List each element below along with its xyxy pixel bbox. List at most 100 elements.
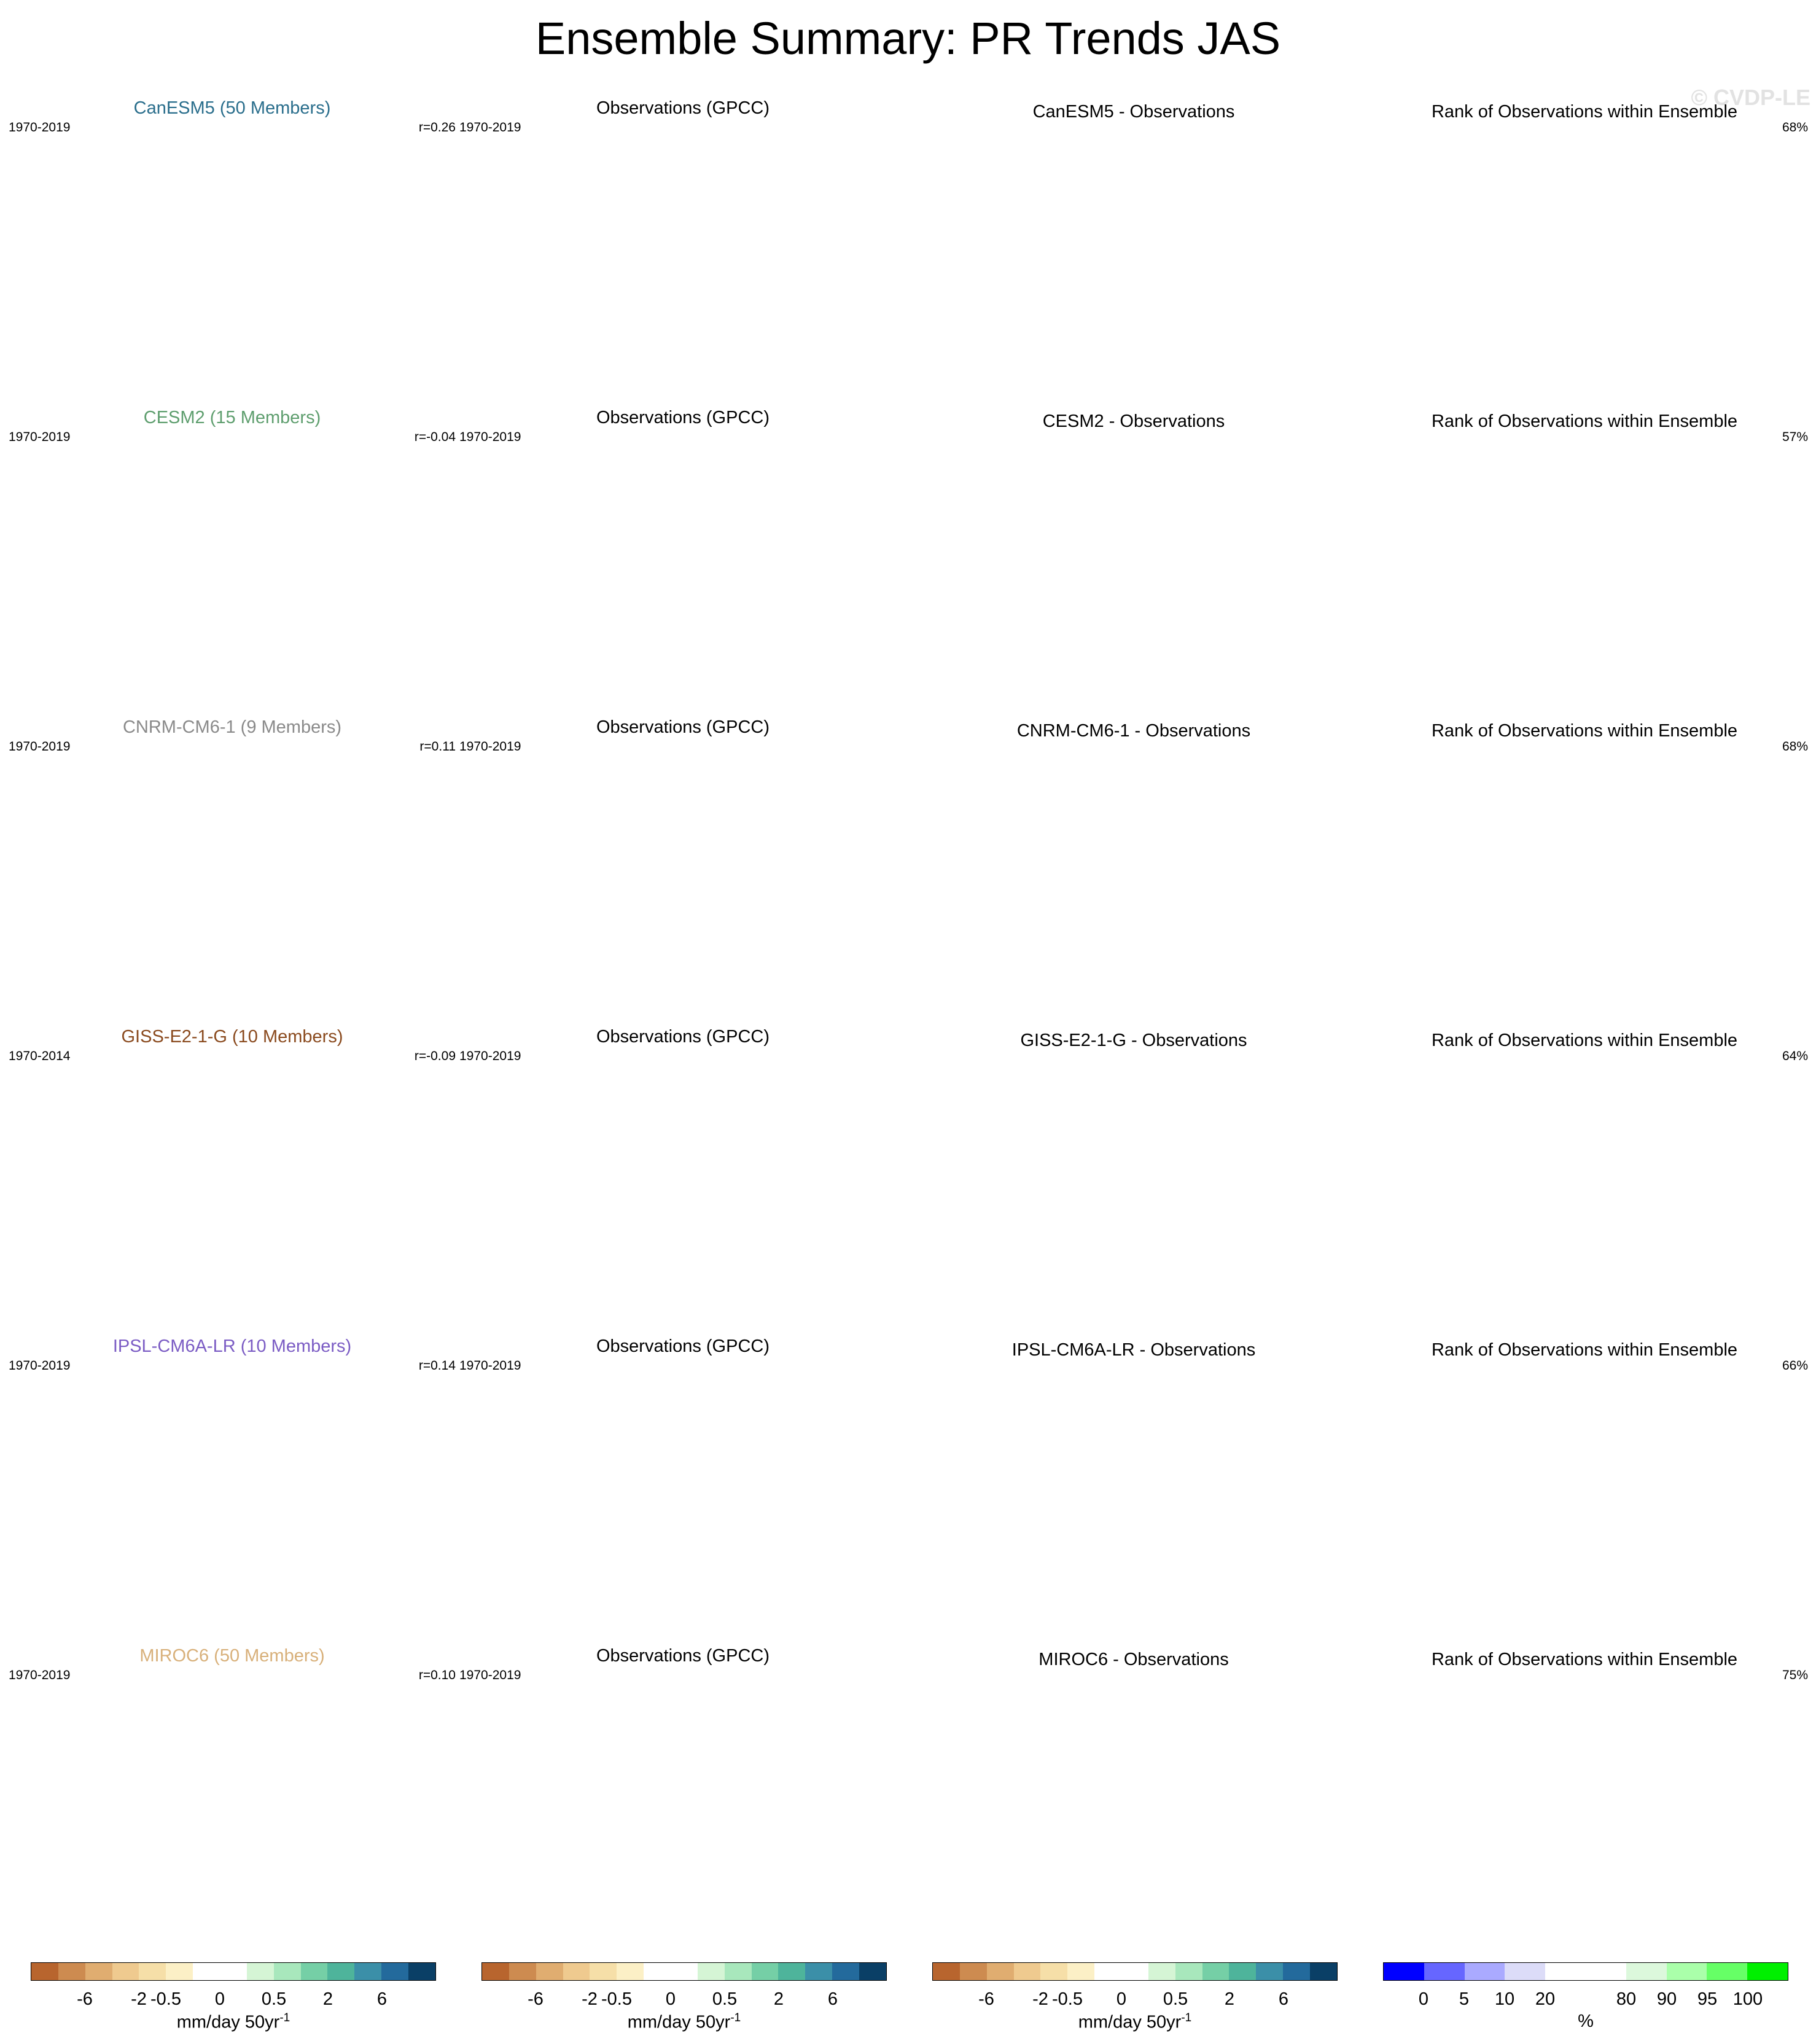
colorbar-swatch — [590, 1963, 617, 1980]
colorbar-ticks: 0 5 10 20 80 90 95 100 — [1383, 1989, 1788, 2011]
colorbar-tick-label: -6 — [528, 1989, 544, 2009]
colorbar-swatches — [1383, 1962, 1788, 1981]
colorbar-swatch — [509, 1963, 536, 1980]
colorbar-swatch — [1384, 1963, 1424, 1980]
colorbar-swatch — [805, 1963, 833, 1980]
colorbar-swatch — [1666, 1963, 1707, 1980]
colorbar-swatch — [1283, 1963, 1311, 1980]
colorbar-swatches — [481, 1962, 887, 1981]
map-panel-rank: Rank of Observations within Ensemble 57% — [1361, 407, 1808, 701]
world-map — [910, 1064, 1357, 1320]
colorbar-tick-label: 0.5 — [712, 1989, 738, 2009]
colorbar-swatch — [986, 1963, 1014, 1980]
colorbar-swatch — [859, 1963, 886, 1980]
world-map — [459, 754, 906, 1011]
colorbar-swatches — [31, 1962, 436, 1981]
colorbar-tick-label: -6 — [978, 1989, 994, 2009]
rank-percent: 57% — [1782, 430, 1808, 444]
map-panel-obs: Observations (GPCC) 1970-2019 — [459, 1026, 906, 1320]
map-panel-diff: CNRM-CM6-1 - Observations — [910, 716, 1357, 1011]
colorbar-tick-label: 5 — [1459, 1989, 1470, 2009]
period-label: 1970-2019 — [459, 1668, 521, 1682]
panel-title: Rank of Observations within Ensemble — [1431, 721, 1738, 741]
map-panel-obs: Observations (GPCC) 1970-2019 — [459, 1335, 906, 1630]
colorbar-swatch — [246, 1963, 274, 1980]
colorbar-tick-label: 0 — [665, 1989, 676, 2009]
period-label: 1970-2019 — [459, 1049, 521, 1063]
colorbar-tick-label: 0.5 — [261, 1989, 287, 2009]
period-label: 1970-2019 — [459, 430, 521, 444]
map-panel-diff: IPSL-CM6A-LR - Observations — [910, 1335, 1357, 1630]
world-map — [1361, 1683, 1808, 1940]
colorbar-tick-label: 6 — [827, 1989, 838, 2009]
colorbar-tick-label: 2 — [322, 1989, 333, 2009]
colorbar-swatch — [1202, 1963, 1230, 1980]
colorbar-swatch — [1148, 1963, 1175, 1980]
period-label: 1970-2019 — [9, 739, 71, 754]
map-panel-model: IPSL-CM6A-LR (10 Members) 1970-2019 r=0.14 — [9, 1335, 456, 1630]
world-map — [1361, 1373, 1808, 1630]
period-label: 1970-2019 — [9, 430, 71, 444]
colorbar-units-exponent: -1 — [279, 2011, 290, 2024]
map-panel-diff: CanESM5 - Observations — [910, 97, 1357, 392]
panel-title: IPSL-CM6A-LR - Observations — [1011, 1340, 1256, 1360]
colorbar-swatch — [724, 1963, 752, 1980]
world-map — [9, 1373, 456, 1630]
colorbar-swatch — [85, 1963, 112, 1980]
period-label: 1970-2019 — [9, 1668, 71, 1682]
colorbar-units-text: mm/day 50yr — [627, 2012, 731, 2032]
period-label: 1970-2014 — [9, 1049, 71, 1063]
colorbar-swatch — [1121, 1963, 1148, 1980]
colorbar-swatch — [112, 1963, 139, 1980]
colorbar-swatch — [327, 1963, 355, 1980]
pattern-correlation: r=0.26 — [418, 120, 456, 135]
map-panel-obs: Observations (GPCC) 1970-2019 — [459, 407, 906, 701]
colorbar-swatch — [1747, 1963, 1788, 1980]
colorbar-swatch — [1310, 1963, 1337, 1980]
rank-percent: 68% — [1782, 739, 1808, 754]
world-map — [910, 1373, 1357, 1630]
panel-title: MIROC6 (50 Members) — [139, 1646, 325, 1666]
colorbar-swatch — [381, 1963, 409, 1980]
panel-title: Observations (GPCC) — [596, 1027, 770, 1047]
world-map — [459, 1064, 906, 1320]
panel-title: Rank of Observations within Ensemble — [1431, 102, 1738, 122]
map-panel-model: CanESM5 (50 Members) 1970-2019 r=0.26 — [9, 97, 456, 392]
colorbar-tick-label: -2 — [582, 1989, 598, 2009]
rank-percent: 75% — [1782, 1668, 1808, 1682]
rank-percent: 66% — [1782, 1359, 1808, 1373]
panel-title: CESM2 - Observations — [1042, 412, 1225, 431]
colorbar-units-text: mm/day 50yr — [1078, 2012, 1182, 2032]
colorbar-tick-label: -0.5 — [150, 1989, 181, 2009]
colorbar-swatch — [1040, 1963, 1068, 1980]
pattern-correlation: r=0.10 — [418, 1668, 456, 1682]
colorbar-tick-label: -0.5 — [601, 1989, 632, 2009]
map-panel-model: CNRM-CM6-1 (9 Members) 1970-2019 r=0.11 — [9, 716, 456, 1011]
colorbar-swatch — [273, 1963, 301, 1980]
world-map — [9, 445, 456, 701]
panel-title: GISS-E2-1-G (10 Members) — [121, 1027, 343, 1047]
map-panel-rank: Rank of Observations within Ensemble 66% — [1361, 1335, 1808, 1630]
panel-title: Rank of Observations within Ensemble — [1431, 1650, 1738, 1669]
colorbar-swatch — [354, 1963, 382, 1980]
colorbar-swatch — [644, 1963, 671, 1980]
world-map — [910, 1683, 1357, 1940]
world-map — [910, 445, 1357, 701]
panel-title: CanESM5 - Observations — [1032, 102, 1235, 122]
colorbar-swatch — [1175, 1963, 1202, 1980]
period-label: 1970-2019 — [459, 1359, 521, 1373]
colorbar-tick-label: 0 — [214, 1989, 225, 2009]
colorbar-swatch — [751, 1963, 779, 1980]
map-panel-model: MIROC6 (50 Members) 1970-2019 r=0.10 — [9, 1645, 456, 1940]
colorbar-swatch — [832, 1963, 860, 1980]
world-map — [910, 754, 1357, 1011]
rank-percent: 68% — [1782, 120, 1808, 135]
pattern-correlation: r=0.11 — [419, 739, 456, 754]
colorbar-swatch — [193, 1963, 220, 1980]
colorbar-tick-label: -6 — [77, 1989, 93, 2009]
colorbar-swatch — [1707, 1963, 1748, 1980]
colorbar-tick-label: 95 — [1697, 1989, 1718, 2009]
map-panel-rank: Rank of Observations within Ensemble 64% — [1361, 1026, 1808, 1320]
map-panel-diff: CESM2 - Observations — [910, 407, 1357, 701]
map-panel-diff: MIROC6 - Observations — [910, 1645, 1357, 1940]
